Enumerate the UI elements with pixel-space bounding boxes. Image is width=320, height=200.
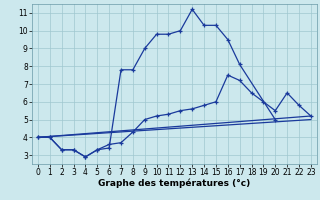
X-axis label: Graphe des températures (°c): Graphe des températures (°c) bbox=[98, 179, 251, 188]
